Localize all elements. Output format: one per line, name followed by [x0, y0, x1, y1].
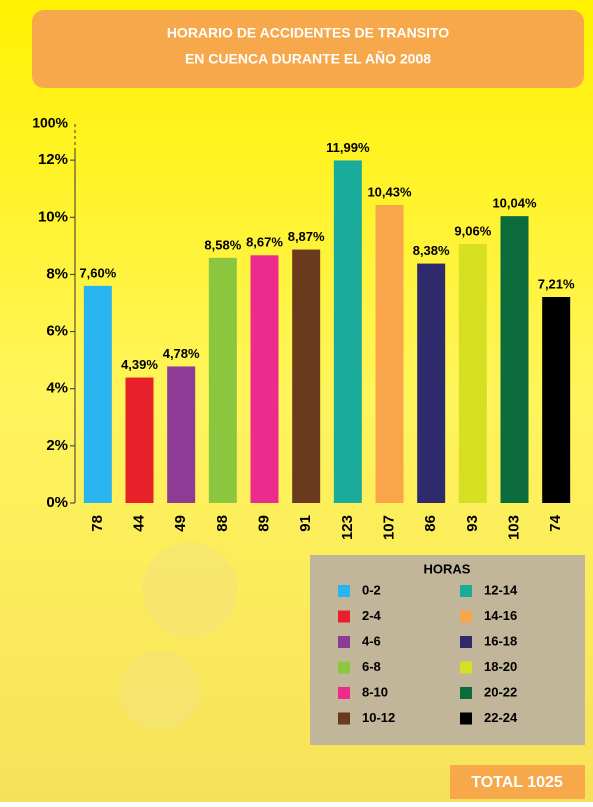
legend-label: 4-6	[362, 633, 381, 648]
decor	[120, 650, 200, 730]
x-tick-label: 123	[339, 515, 356, 540]
bar	[501, 216, 529, 503]
value-label: 8,38%	[413, 243, 450, 258]
x-tick-label: 93	[464, 515, 481, 532]
axis-break-label: 100%	[32, 115, 68, 131]
legend-label: 8-10	[362, 684, 388, 699]
legend-swatch	[338, 687, 350, 699]
legend-swatch	[338, 611, 350, 623]
value-label: 7,21%	[538, 276, 575, 291]
value-label: 9,06%	[454, 224, 491, 239]
legend-swatch	[338, 636, 350, 648]
legend-label: 0-2	[362, 582, 381, 597]
legend-swatch	[338, 662, 350, 674]
legend-swatch	[460, 585, 472, 597]
bar	[126, 378, 154, 503]
value-label: 10,43%	[367, 184, 412, 199]
bar	[209, 258, 237, 503]
x-tick-label: 89	[255, 515, 272, 532]
legend-swatch	[460, 636, 472, 648]
x-tick-label: 86	[422, 515, 439, 532]
value-label: 8,67%	[246, 235, 283, 250]
value-label: 8,58%	[204, 237, 241, 252]
x-tick-label: 88	[214, 515, 231, 532]
legend-label: 2-4	[362, 608, 382, 623]
x-tick-label: 74	[547, 514, 564, 531]
value-label: 10,04%	[492, 196, 537, 211]
legend-swatch	[460, 662, 472, 674]
x-tick-label: 103	[505, 515, 522, 540]
legend-label: 12-14	[484, 582, 518, 597]
legend-label: 10-12	[362, 710, 395, 725]
legend-label: 14-16	[484, 608, 517, 623]
legend-label: 16-18	[484, 633, 517, 648]
legend-swatch	[460, 687, 472, 699]
bar	[376, 205, 404, 503]
x-tick-label: 49	[172, 515, 189, 532]
bar	[542, 297, 570, 503]
chart-title: EN CUENCA DURANTE EL AÑO 2008	[185, 50, 431, 67]
legend-swatch	[338, 713, 350, 725]
y-tick-label: 0%	[46, 494, 68, 511]
chart-title: HORARIO DE ACCIDENTES DE TRANSITO	[167, 25, 449, 41]
bar	[417, 264, 445, 503]
y-tick-label: 4%	[46, 380, 68, 397]
legend-title: HORAS	[424, 561, 471, 576]
bar	[167, 366, 195, 503]
x-tick-label: 91	[297, 515, 314, 532]
bar	[84, 286, 112, 503]
value-label: 7,60%	[79, 265, 116, 280]
value-label: 4,78%	[163, 346, 200, 361]
y-tick-label: 6%	[46, 323, 68, 340]
legend-label: 20-22	[484, 684, 517, 699]
total: TOTAL 1025	[471, 774, 563, 791]
bar	[292, 250, 320, 503]
chart: HORARIO DE ACCIDENTES DE TRANSITO EN CUE…	[0, 0, 593, 802]
y-tick-label: 2%	[46, 437, 68, 454]
legend-swatch	[338, 585, 350, 597]
bar	[334, 160, 362, 503]
bar	[459, 244, 487, 503]
x-tick-label: 107	[380, 515, 397, 540]
x-tick-label: 78	[89, 515, 106, 532]
y-tick-label: 8%	[46, 265, 68, 282]
value-label: 11,99%	[326, 140, 370, 155]
value-label: 8,87%	[288, 229, 325, 244]
legend-label: 18-20	[484, 659, 517, 674]
decor	[142, 542, 238, 638]
y-tick-label: 12%	[38, 151, 68, 168]
x-tick-label: 44	[130, 514, 147, 531]
y-tick-label: 10%	[38, 208, 68, 225]
legend-label: 6-8	[362, 659, 381, 674]
value-label: 4,39%	[121, 357, 158, 372]
legend-swatch	[460, 611, 472, 623]
title-banner	[32, 10, 584, 88]
legend-label: 22-24	[484, 710, 518, 725]
bar	[251, 255, 279, 503]
legend	[310, 555, 585, 745]
legend-swatch	[460, 713, 472, 725]
